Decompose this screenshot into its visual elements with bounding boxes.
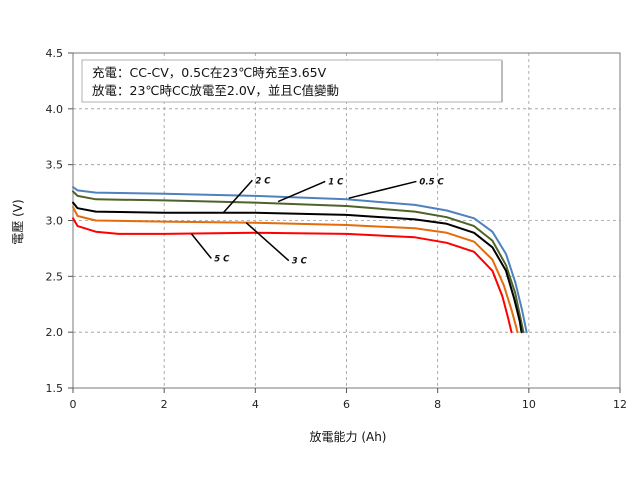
tick-label-layer: 0 2 4 6 8 10 12 1.5 2.0 2.5 3.0 3.5 4.0 4.5 — [46, 47, 628, 411]
y-tick-label: 2.0 — [46, 326, 64, 339]
series-label: 3 C — [292, 257, 308, 267]
y-tick-label: 4.5 — [46, 47, 64, 60]
x-tick-label: 2 — [161, 398, 168, 411]
x-tick-label: 12 — [613, 398, 627, 411]
series-label-leader — [277, 180, 326, 203]
series-layer — [72, 186, 528, 334]
y-tick-label: 3.5 — [46, 159, 64, 172]
y-tick-label: 1.5 — [46, 382, 64, 395]
series-label-leader — [245, 222, 290, 262]
y-tick-label: 4.0 — [46, 103, 64, 116]
y-axis-title: 電壓 (V) — [11, 199, 25, 244]
series-label: 5 C — [214, 254, 230, 264]
x-tick-label: 10 — [522, 398, 536, 411]
y-tick-label: 2.5 — [46, 270, 64, 283]
series-line-5C — [72, 217, 513, 334]
series-label: 2 C — [255, 176, 271, 186]
series-label-layer: 0.5 C 1 C 2 C 3 C 5 C — [190, 176, 444, 267]
series-label: 0.5 C — [419, 177, 444, 187]
series-line-0_5C — [72, 186, 528, 334]
series-line-1C — [72, 190, 525, 334]
x-tick-label: 0 — [70, 398, 77, 411]
series-line-3C — [72, 206, 519, 334]
series-label-leader — [348, 180, 417, 199]
annotation-line-2: 放電：23℃時CC放電至2.0V，並且C值變動 — [92, 83, 339, 98]
series-label: 1 C — [328, 177, 344, 187]
x-tick-label: 6 — [343, 398, 350, 411]
x-axis-title: 放電能力 (Ah) — [310, 429, 387, 444]
axis-layer — [68, 52, 621, 393]
x-tick-label: 8 — [434, 398, 441, 411]
series-line-2C — [72, 201, 523, 334]
y-tick-label: 3.0 — [46, 215, 64, 228]
series-label-leader — [190, 233, 212, 259]
annotation-line-1: 充電：CC-CV，0.5C在23℃時充至3.65V — [92, 65, 327, 80]
annotation-box-frame — [81, 59, 503, 103]
series-label-leader — [222, 179, 253, 214]
x-tick-label: 4 — [252, 398, 259, 411]
grid-layer — [73, 53, 620, 388]
annotation-box: 充電：CC-CV，0.5C在23℃時充至3.65V 放電：23℃時CC放電至2.… — [81, 59, 503, 103]
